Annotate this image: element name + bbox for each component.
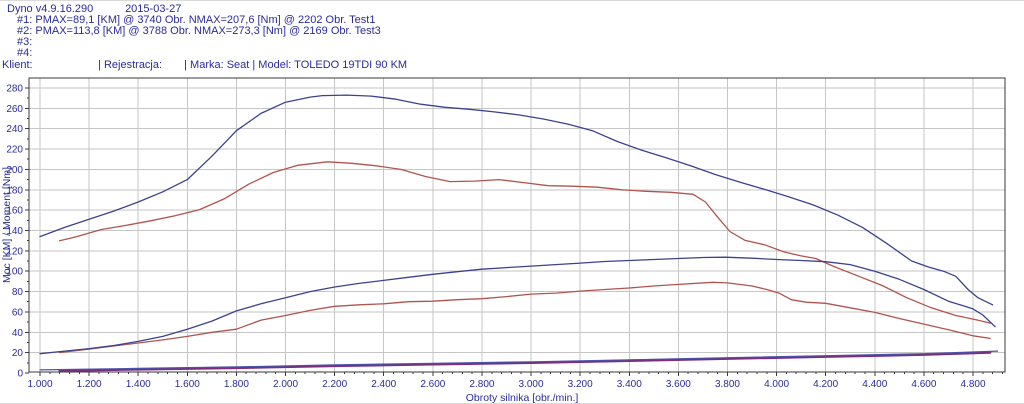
svg-text:120: 120 [6,246,23,257]
run-1-pmax: PMAX=89,1 [KM] @ 3740 Obr. [35,14,186,26]
run-2-pmax: PMAX=113,8 [KM] @ 3788 Obr. [35,25,191,37]
svg-text:160: 160 [6,206,23,217]
svg-text:3.200: 3.200 [568,379,593,390]
svg-text:4.200: 4.200 [813,379,838,390]
run-summary-4: #4: [17,48,32,59]
y-axis-title: Moc [KM] / Moment [Nm] [1,167,13,283]
curve-torque-test1-red [58,161,991,324]
svg-text:3.600: 3.600 [666,379,691,390]
svg-text:280: 280 [6,83,23,94]
run-3-id: #3: [17,36,33,48]
svg-text:2.400: 2.400 [371,379,396,390]
make-model-label: | Marka: Seat | Model: TOLEDO 19TDI 90 K… [184,59,408,71]
svg-text:1.600: 1.600 [175,379,200,390]
svg-text:180: 180 [6,185,23,196]
svg-text:3.800: 3.800 [715,379,740,390]
svg-text:2.000: 2.000 [273,379,298,390]
svg-text:20: 20 [12,348,24,359]
run-4-id: #4: [17,47,33,59]
curve-torque-test3-blue [39,94,994,306]
svg-text:100: 100 [6,267,23,278]
run-1-test-label: Test1 [349,14,376,26]
svg-text:240: 240 [6,124,23,135]
svg-text:60: 60 [12,307,24,318]
svg-text:0: 0 [17,369,23,380]
svg-text:80: 80 [12,287,24,298]
client-info-row: Klient: | Rejestracja: | Marka: Seat | M… [2,60,407,71]
run-1-id: #1: [17,14,33,26]
session-date: 2015-03-27 [125,3,182,15]
svg-text:1.400: 1.400 [126,379,151,390]
svg-text:2.600: 2.600 [420,379,445,390]
run-1-nmax: NMAX=207,6 [Nm] @ 2202 Obr. [188,14,347,26]
curve-aux-magenta [58,351,992,372]
run-summary-2: #2: PMAX=113,8 [KM] @ 3788 Obr. NMAX=273… [17,26,381,37]
svg-text:4.400: 4.400 [862,379,887,390]
svg-text:260: 260 [6,104,23,115]
run-summary-3: #3: [17,37,32,48]
svg-text:4.800: 4.800 [960,379,985,390]
x-axis-title: Obroty silnika [obr./min.] [466,392,579,404]
curve-aux-blue [39,350,999,371]
svg-text:1.800: 1.800 [224,379,249,390]
svg-text:40: 40 [12,328,24,339]
svg-text:1.000: 1.000 [27,379,52,390]
svg-text:200: 200 [6,165,23,176]
run-2-id: #2: [17,25,33,37]
registration-label: | Rejestracja: [98,59,163,71]
svg-text:3.400: 3.400 [617,379,642,390]
run-2-nmax: NMAX=273,3 [Nm] @ 2169 Obr. [194,25,352,37]
svg-text:140: 140 [6,226,23,237]
svg-text:3.000: 3.000 [519,379,544,390]
run-summary-1: #1: PMAX=89,1 [KM] @ 3740 Obr. NMAX=207,… [17,15,375,26]
svg-text:4.000: 4.000 [764,379,789,390]
header-title-row: Dyno v4.9.16.290 2015-03-27 [7,4,181,15]
svg-text:2.800: 2.800 [469,379,494,390]
run-2-test-label: Test3 [354,25,381,37]
client-label: Klient: [2,59,33,71]
svg-text:2.200: 2.200 [322,379,347,390]
app-title: Dyno v4.9.16.290 [7,3,94,15]
svg-text:1.200: 1.200 [77,379,102,390]
curve-power-test1-red [58,281,991,354]
curve-power-test3-blue [39,256,996,355]
svg-text:220: 220 [6,145,23,156]
svg-text:4.600: 4.600 [911,379,936,390]
